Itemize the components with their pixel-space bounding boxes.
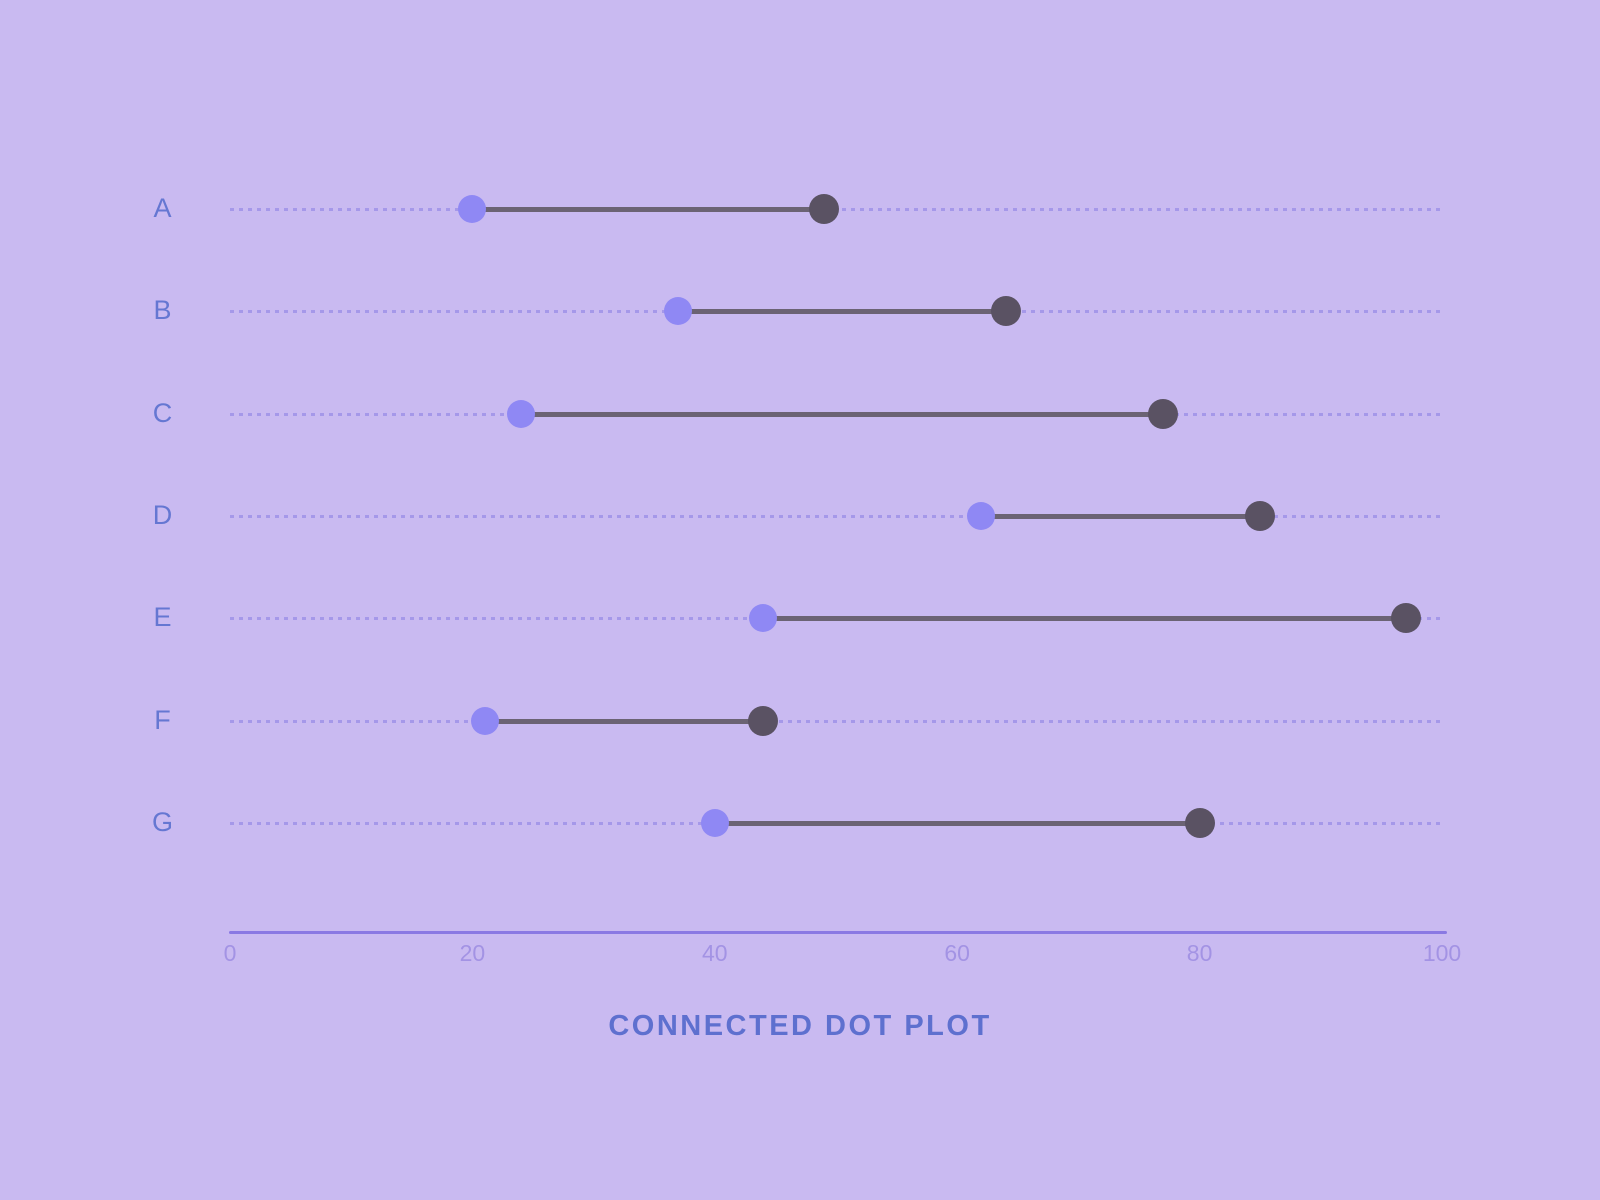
connector-line	[714, 820, 1200, 826]
x-tick-label-40: 40	[702, 940, 728, 966]
chart-title: CONNECTED DOT PLOT	[608, 1010, 992, 1042]
start-dot	[967, 501, 996, 530]
end-dot	[990, 296, 1021, 327]
start-dot	[506, 399, 535, 428]
x-tick-label-100: 100	[1422, 940, 1462, 966]
category-label-c: C	[152, 397, 174, 428]
category-label-d: D	[152, 499, 174, 530]
category-label-e: E	[153, 602, 173, 633]
connector-line	[678, 309, 1006, 315]
row-dashed-guide-line	[230, 514, 1442, 518]
x-axis-line	[229, 931, 1447, 934]
row-dashed-guide-line	[230, 719, 1442, 723]
end-dot	[1245, 500, 1276, 531]
connector-line	[520, 411, 1164, 417]
start-dot	[700, 808, 729, 837]
x-tick-label-20: 20	[459, 940, 486, 966]
x-tick-label-80: 80	[1186, 940, 1213, 966]
start-dot	[749, 604, 778, 633]
x-tick-label-60: 60	[944, 940, 970, 966]
start-dot	[664, 297, 693, 326]
end-dot	[748, 705, 779, 736]
start-dot	[470, 706, 499, 735]
end-dot	[1184, 807, 1215, 838]
category-label-g: G	[151, 806, 174, 837]
category-label-b: B	[153, 295, 173, 326]
connector-line	[981, 513, 1261, 519]
end-dot	[1390, 603, 1421, 634]
connector-line	[763, 616, 1406, 622]
category-label-f: F	[154, 704, 172, 735]
end-dot	[808, 194, 839, 224]
connector-line	[484, 718, 764, 724]
x-tick-label-0: 0	[223, 940, 237, 966]
connector-line	[472, 207, 824, 212]
start-dot	[458, 195, 487, 223]
category-label-a: A	[153, 193, 173, 223]
end-dot	[1148, 398, 1179, 429]
